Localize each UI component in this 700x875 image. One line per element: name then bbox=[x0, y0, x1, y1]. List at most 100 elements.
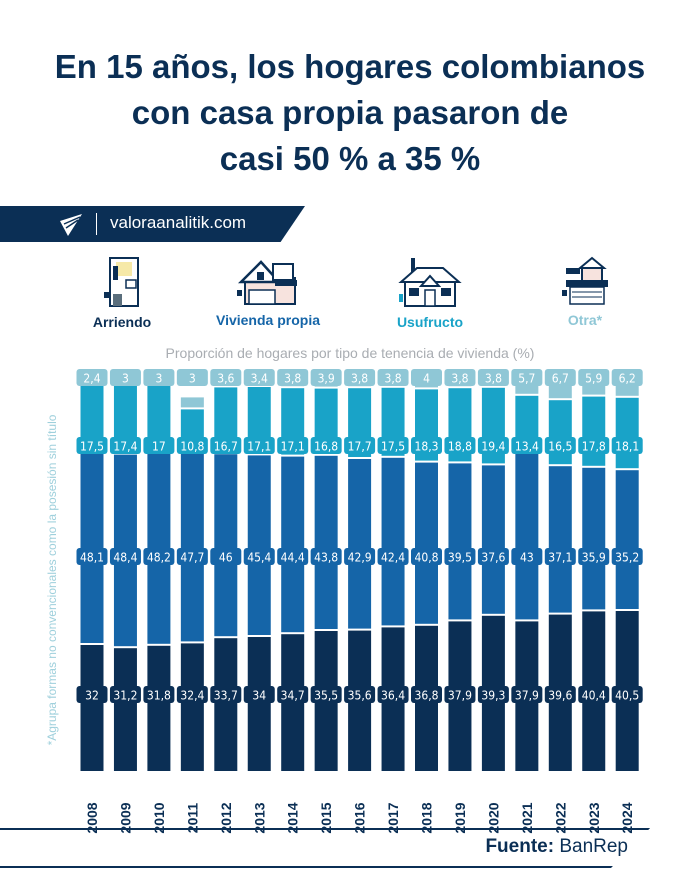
data-label: 43 bbox=[520, 551, 534, 565]
value-pill bbox=[477, 437, 509, 454]
chart-title: Proporción de hogares por tipo de tenenc… bbox=[165, 345, 535, 361]
data-label: 35,5 bbox=[314, 689, 338, 703]
value-pill bbox=[611, 686, 643, 703]
data-label: 35,9 bbox=[582, 551, 606, 565]
value-pill bbox=[143, 437, 175, 454]
data-label: 3,6 bbox=[217, 372, 234, 386]
value-pill bbox=[76, 437, 108, 454]
value-pill bbox=[511, 437, 543, 454]
value-pill bbox=[109, 369, 141, 386]
bar-segment-vivienda-propia-2014 bbox=[281, 456, 305, 633]
brand-banner: valoraanalitik.com bbox=[0, 206, 305, 242]
bar-segment-vivienda-propia-2012 bbox=[214, 454, 238, 637]
x-tick-label: 2009 bbox=[117, 802, 133, 833]
value-pill bbox=[377, 437, 409, 454]
value-pill bbox=[377, 369, 409, 386]
value-pill bbox=[611, 369, 643, 386]
value-pill bbox=[544, 369, 576, 386]
value-pill bbox=[344, 686, 376, 703]
title-line: casi 50 % a 35 % bbox=[219, 140, 481, 177]
legend-label: Usufructo bbox=[396, 314, 464, 330]
data-label: 48,4 bbox=[113, 551, 137, 565]
bar-segment-usufructo-2012 bbox=[214, 387, 238, 453]
legend-item-otra: Otra* bbox=[510, 256, 660, 328]
data-label: 19,4 bbox=[481, 440, 505, 454]
value-pill bbox=[477, 686, 509, 703]
bar-segment-vivienda-propia-2018 bbox=[415, 462, 438, 624]
legend-item-vivienda-propia: Vivienda propia bbox=[193, 256, 343, 328]
value-pill bbox=[76, 548, 108, 565]
data-label: 32 bbox=[85, 689, 99, 703]
data-label: 32,4 bbox=[180, 689, 204, 703]
x-tick-label: 2024 bbox=[619, 802, 635, 833]
value-pill bbox=[277, 686, 309, 703]
value-pill bbox=[243, 437, 275, 454]
data-label: 17,8 bbox=[582, 440, 606, 454]
data-label: 33,7 bbox=[214, 689, 238, 703]
page-title: En 15 años, los hogares colombianos con … bbox=[0, 44, 700, 182]
data-label: 18,1 bbox=[615, 440, 639, 454]
value-pill bbox=[143, 369, 175, 386]
bar-segment-usufructo-2024 bbox=[615, 397, 639, 469]
value-pill bbox=[210, 369, 242, 386]
data-label: 17,5 bbox=[381, 440, 405, 454]
value-pill bbox=[578, 369, 610, 386]
bar-segment-vivienda-propia-2020 bbox=[481, 465, 505, 614]
value-pill bbox=[176, 686, 208, 703]
bar-segment-usufructo-2023 bbox=[582, 396, 606, 466]
data-label: 17,7 bbox=[348, 440, 372, 454]
x-tick-label: 2008 bbox=[84, 802, 100, 833]
x-tick-label: 2019 bbox=[452, 802, 468, 833]
data-label: 42,4 bbox=[381, 551, 405, 565]
x-tick-label: 2022 bbox=[552, 802, 568, 833]
value-pill bbox=[344, 437, 376, 454]
data-label: 6,7 bbox=[552, 372, 569, 386]
x-tick-label: 2011 bbox=[184, 803, 200, 834]
data-label: 37,9 bbox=[515, 689, 539, 703]
bar-segment-usufructo-2022 bbox=[548, 400, 572, 465]
value-pill bbox=[143, 548, 175, 565]
bar-segment-vivienda-propia-2015 bbox=[314, 455, 338, 629]
data-label: 3 bbox=[189, 372, 196, 386]
data-label: 34,7 bbox=[281, 689, 305, 703]
value-pill bbox=[210, 686, 242, 703]
value-pill bbox=[444, 369, 476, 386]
bar-segment-arriendo-2010 bbox=[147, 645, 171, 771]
data-label: 16,7 bbox=[214, 440, 238, 454]
data-label: 16,5 bbox=[548, 440, 572, 454]
data-label: 3,8 bbox=[485, 372, 502, 386]
valora-logo-icon bbox=[60, 214, 82, 236]
bar-segment-vivienda-propia-2019 bbox=[448, 463, 472, 620]
data-label: 4 bbox=[423, 372, 430, 386]
data-label: 18,8 bbox=[448, 440, 472, 454]
bar-segment-vivienda-propia-2008 bbox=[80, 452, 104, 643]
value-pill bbox=[377, 548, 409, 565]
bar-segment-usufructo-2021 bbox=[515, 395, 539, 448]
value-pill bbox=[444, 548, 476, 565]
house-with-chimney-icon bbox=[398, 258, 462, 307]
data-label: 34 bbox=[252, 689, 266, 703]
bar-segment-usufructo-2008 bbox=[80, 382, 104, 451]
data-label: 37,1 bbox=[548, 551, 572, 565]
data-label: 10,8 bbox=[180, 440, 204, 454]
value-pill bbox=[109, 437, 141, 454]
data-label: 45,4 bbox=[247, 551, 271, 565]
value-pill bbox=[310, 369, 342, 386]
data-label: 37,9 bbox=[448, 689, 472, 703]
data-label: 3,8 bbox=[284, 372, 301, 386]
brand-site[interactable]: valoraanalitik.com bbox=[110, 213, 247, 232]
data-label: 47,7 bbox=[180, 551, 204, 565]
value-pill bbox=[210, 548, 242, 565]
data-label: 3,8 bbox=[451, 372, 468, 386]
value-pill bbox=[544, 686, 576, 703]
legend-label: Otra* bbox=[567, 312, 603, 328]
data-label: 40,5 bbox=[615, 689, 639, 703]
source-label: Fuente: bbox=[485, 836, 555, 857]
value-pill bbox=[511, 686, 543, 703]
value-pill bbox=[411, 686, 442, 703]
value-pill bbox=[243, 369, 275, 386]
value-pill bbox=[477, 369, 509, 386]
data-label: 3,8 bbox=[351, 372, 368, 386]
bar-segment-vivienda-propia-2021 bbox=[515, 449, 539, 620]
x-tick-label: 2016 bbox=[352, 802, 368, 833]
